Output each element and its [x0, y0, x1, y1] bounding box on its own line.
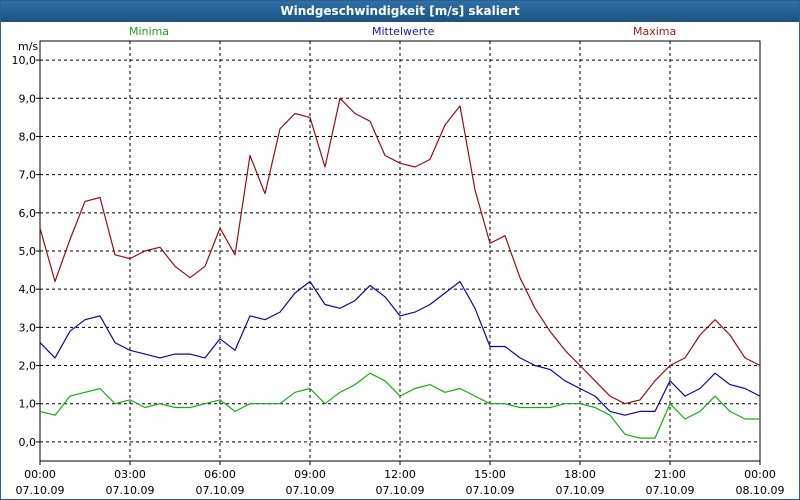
legend-minima: Minima — [129, 25, 170, 38]
x-tick-time-label: 00:00 — [24, 468, 56, 481]
series-line-maxima — [39, 97, 761, 405]
x-tick-date-label: 07.10.09 — [16, 484, 65, 497]
y-tick-label: 0,0 — [19, 436, 37, 449]
legend-maxima: Maxima — [633, 25, 677, 38]
grid-lines — [39, 41, 761, 461]
y-tick-label: 1,0 — [19, 398, 37, 411]
y-tick-label: 5,0 — [19, 245, 37, 258]
x-tick-time-label: 00:00 — [744, 468, 776, 481]
x-tick-date-label: 08.10.09 — [736, 484, 785, 497]
x-tick-time-label: 15:00 — [474, 468, 506, 481]
x-tick-date-label: 07.10.09 — [646, 484, 695, 497]
x-tick-time-label: 18:00 — [564, 468, 596, 481]
y-tick-label: 10,0 — [12, 54, 37, 67]
y-axis-label: m/s — [18, 40, 38, 53]
y-tick-label: 4,0 — [19, 283, 37, 296]
plot-border — [39, 40, 761, 462]
x-tick-time-label: 12:00 — [384, 468, 416, 481]
series-line-mittelwerte — [39, 280, 761, 416]
x-tick-date-label: 07.10.09 — [196, 484, 245, 497]
x-tick-time-label: 03:00 — [114, 468, 146, 481]
x-tick-time-label: 21:00 — [654, 468, 686, 481]
y-tick-label: 8,0 — [19, 130, 37, 143]
x-tick-date-label: 07.10.09 — [556, 484, 605, 497]
series-lines — [39, 97, 761, 439]
y-tick-label: 9,0 — [19, 92, 37, 105]
tick-labels: 0,0 1,0 2,0 3,0 4,0 5,0 6,0 7,0 8,0 9,0 10,0m/s 00:… — [12, 40, 785, 497]
x-tick-date-label: 07.10.09 — [106, 484, 155, 497]
x-tick-time-label: 09:00 — [294, 468, 326, 481]
x-tick-date-label: 07.10.09 — [466, 484, 515, 497]
axes — [36, 40, 761, 465]
y-tick-label: 3,0 — [19, 321, 37, 334]
x-tick-date-label: 07.10.09 — [286, 484, 335, 497]
x-tick-date-label: 07.10.09 — [376, 484, 425, 497]
y-tick-label: 2,0 — [19, 360, 37, 373]
legend-mittelwerte: Mittelwerte — [372, 25, 435, 38]
y-tick-label: 6,0 — [19, 207, 37, 220]
chart-title: Windgeschwindigkeit [m/s] skaliert — [1, 1, 799, 22]
series-line-minima — [39, 372, 760, 439]
x-tick-time-label: 06:00 — [204, 468, 236, 481]
y-tick-label: 7,0 — [19, 169, 37, 182]
